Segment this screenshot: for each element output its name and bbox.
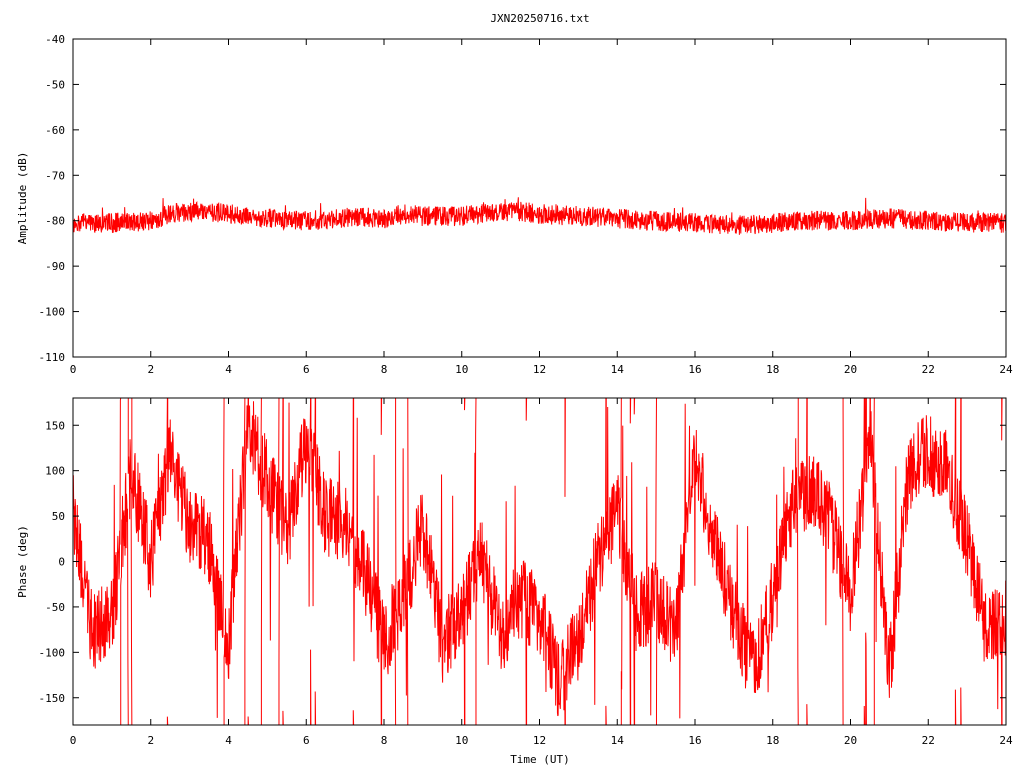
- y-tick-label: 100: [45, 465, 65, 478]
- x-tick-label: 12: [533, 734, 546, 747]
- y-tick-label: -50: [45, 601, 65, 614]
- y-tick-label: 0: [58, 556, 65, 569]
- x-tick-label: 4: [225, 363, 232, 376]
- x-tick-label: 8: [381, 734, 388, 747]
- y-tick-label: -110: [39, 351, 66, 364]
- x-tick-label: 2: [147, 734, 154, 747]
- x-tick-label: 2: [147, 363, 154, 376]
- y-tick-label: -100: [39, 646, 66, 659]
- x-tick-label: 18: [766, 734, 779, 747]
- time-axis-label: Time (UT): [510, 753, 570, 766]
- x-tick-label: 14: [611, 363, 625, 376]
- y-tick-label: -80: [45, 215, 65, 228]
- amplitude-axis-label: Amplitude (dB): [16, 152, 29, 245]
- x-tick-label: 10: [455, 363, 468, 376]
- phase-series-line: [72, 397, 1007, 726]
- x-tick-label: 24: [999, 734, 1013, 747]
- x-tick-label: 6: [303, 734, 310, 747]
- x-tick-label: 8: [381, 363, 388, 376]
- y-tick-label: -100: [39, 306, 66, 319]
- y-tick-label: -150: [39, 692, 66, 705]
- x-tick-label: 20: [844, 363, 857, 376]
- x-tick-label: 18: [766, 363, 779, 376]
- x-tick-label: 0: [70, 363, 77, 376]
- y-tick-label: -50: [45, 78, 65, 91]
- y-tick-label: -40: [45, 33, 65, 46]
- amplitude-axis-ticks: 0 2 4 6 8 10 12 14 16 18 20 22 24-40-50-60-70-80-90-…: [39, 33, 1013, 376]
- x-tick-label: 22: [922, 363, 935, 376]
- x-tick-label: 4: [225, 734, 232, 747]
- x-tick-label: 12: [533, 363, 546, 376]
- y-tick-label: -90: [45, 260, 65, 273]
- y-tick-label: 50: [52, 510, 65, 523]
- chart-title: JXN20250716.txt: [490, 12, 589, 25]
- amplitude-panel: 0 2 4 6 8 10 12 14 16 18 20 22 24-40-50-60-70-80-90-…: [16, 33, 1013, 376]
- y-tick-label: 150: [45, 419, 65, 432]
- x-tick-label: 16: [688, 734, 701, 747]
- phase-axis-label: Phase (deg): [16, 525, 29, 598]
- x-tick-label: 6: [303, 363, 310, 376]
- y-tick-label: -60: [45, 124, 65, 137]
- x-tick-label: 20: [844, 734, 857, 747]
- x-tick-label: 0: [70, 734, 77, 747]
- amplitude-series-line: [72, 197, 1007, 235]
- x-tick-label: 16: [688, 363, 701, 376]
- phase-panel: 0 2 4 6 8 10 12 14 16 18 20 22 24150100500-50-100-15…: [16, 397, 1013, 766]
- x-tick-label: 14: [611, 734, 625, 747]
- phase-axis-ticks: 0 2 4 6 8 10 12 14 16 18 20 22 24150100500-50-100-15…: [39, 398, 1013, 747]
- x-tick-label: 24: [999, 363, 1013, 376]
- x-tick-label: 10: [455, 734, 468, 747]
- y-tick-label: -70: [45, 169, 65, 182]
- x-tick-label: 22: [922, 734, 935, 747]
